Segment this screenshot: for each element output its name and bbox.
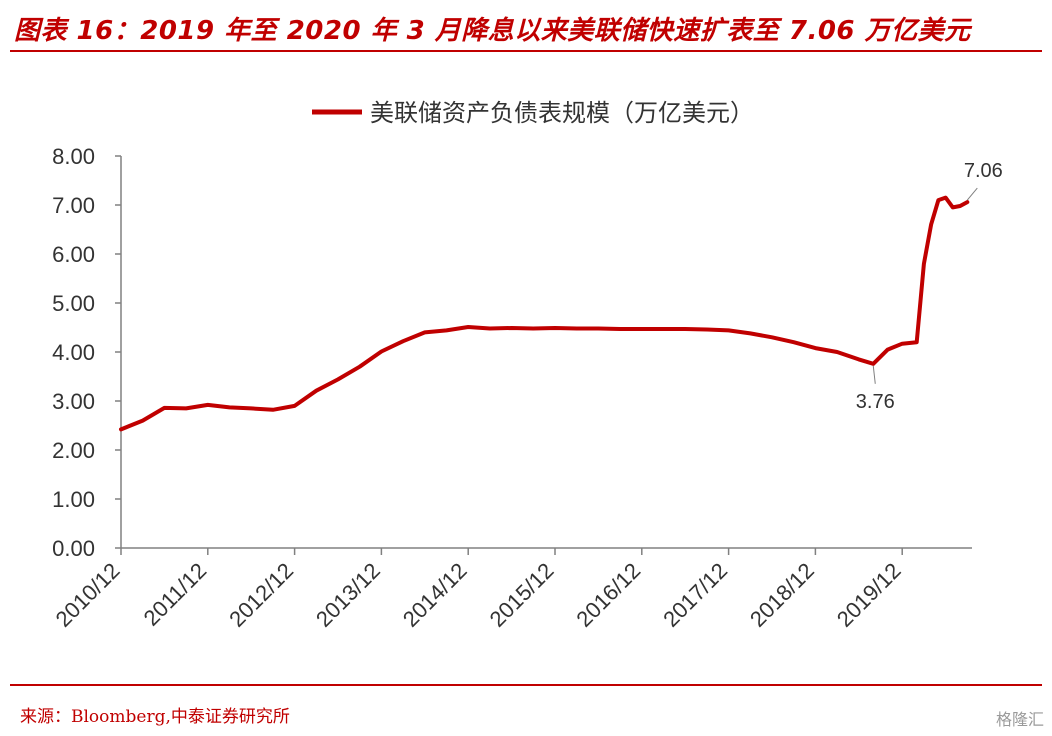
figure-title: 图表 16：2019 年至 2020 年 3 月降息以来美联储快速扩表至 7.0…: [14, 16, 971, 46]
x-tick-label: 2017/12: [658, 558, 732, 632]
footer-divider: [10, 684, 1042, 686]
y-tick-label: 6.00: [52, 242, 95, 267]
source-note: 来源：Bloomberg,中泰证券研究所: [20, 707, 290, 727]
y-tick-label: 5.00: [52, 291, 95, 316]
y-tick-label: 8.00: [52, 144, 95, 169]
y-tick-label: 1.00: [52, 487, 95, 512]
y-tick-label: 3.00: [52, 389, 95, 414]
x-tick-label: 2012/12: [224, 558, 298, 632]
x-tick-label: 2018/12: [745, 558, 819, 632]
annotation-leader: [966, 187, 978, 201]
x-tick-label: 2013/12: [311, 558, 385, 632]
legend-label: 美联储资产负债表规模（万亿美元）: [370, 100, 754, 127]
y-tick-label: 7.00: [52, 193, 95, 218]
x-tick-label: 2015/12: [485, 558, 559, 632]
series-layer: [119, 195, 970, 432]
x-tick-label: 2016/12: [571, 558, 645, 632]
x-tick-label: 2019/12: [832, 558, 906, 632]
annotation-layer: 3.76 7.06: [856, 160, 1003, 413]
title-divider: [10, 50, 1042, 52]
y-tick-label: 0.00: [52, 536, 95, 561]
chart-legend: 美联储资产负债表规模（万亿美元）: [312, 100, 754, 127]
annotation-leader: [872, 365, 876, 384]
x-tick-label: 2011/12: [139, 558, 212, 631]
x-tick-label: 2010/12: [51, 558, 125, 632]
y-tick-label: 2.00: [52, 438, 95, 463]
annotation-label: 3.76: [856, 391, 895, 413]
watermark-logo: 格隆汇: [995, 710, 1044, 729]
x-tick-label: 2014/12: [398, 558, 472, 632]
line-chart: 美联储资产负债表规模（万亿美元） 0.00 1.00 2.00 3.00 4.00 5.0…: [51, 100, 1003, 632]
series-line: [119, 195, 970, 432]
y-tick-label: 4.00: [52, 340, 95, 365]
annotation-label: 7.06: [964, 160, 1003, 182]
y-axis: 0.00 1.00 2.00 3.00 4.00 5.00 6.00 7.00 8.00: [52, 144, 122, 561]
x-axis: 2010/12 2011/12 2012/12 2013/12 2014/12 2015/…: [51, 547, 972, 632]
